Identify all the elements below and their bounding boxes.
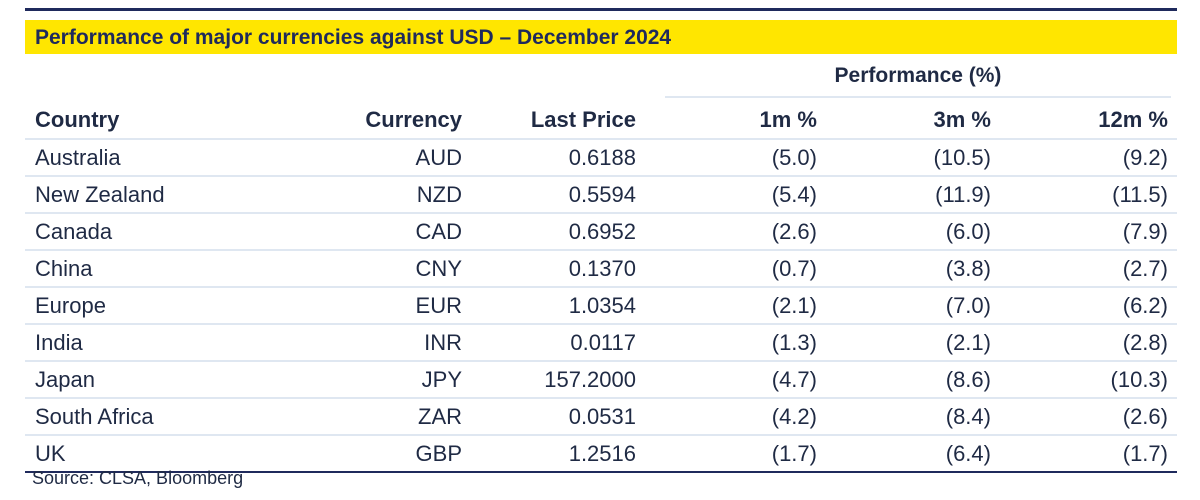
cell-country: South Africa bbox=[35, 404, 154, 429]
cell-m1: (4.7) bbox=[771, 367, 817, 392]
cell-m12: (2.8) bbox=[1122, 330, 1168, 355]
cell-m1: (2.6) bbox=[771, 219, 817, 244]
cell-m12: (11.5) bbox=[1112, 182, 1168, 207]
cell-last-price: 1.0354 bbox=[568, 293, 636, 318]
cell-currency: NZD bbox=[416, 182, 462, 207]
cell-m1: (1.7) bbox=[771, 441, 817, 466]
cell-country: New Zealand bbox=[35, 182, 165, 207]
cell-last-price: 0.0531 bbox=[568, 404, 636, 429]
performance-group-header: Performance (%) bbox=[665, 60, 1171, 98]
cell-last-price: 1.2516 bbox=[568, 441, 636, 466]
cell-last-price: 0.5594 bbox=[568, 182, 636, 207]
cell-last-price: 0.6188 bbox=[568, 145, 636, 170]
cell-last-price: 157.2000 bbox=[544, 367, 636, 392]
cell-m1: (1.3) bbox=[771, 330, 817, 355]
column-header-row: Country Currency Last Price 1m % 3m % 12… bbox=[25, 100, 1177, 140]
cell-m3: (7.0) bbox=[945, 293, 991, 318]
cell-currency: JPY bbox=[421, 367, 462, 392]
cell-m12: (10.3) bbox=[1110, 367, 1168, 392]
cell-country: Canada bbox=[35, 219, 113, 244]
table-row: Canada CAD 0.6952 (2.6) (6.0) (7.9) bbox=[25, 214, 1177, 251]
performance-group-label: Performance (%) bbox=[834, 64, 1002, 87]
currency-performance-table: Performance of major currencies against … bbox=[25, 8, 1177, 473]
title-bar: Performance of major currencies against … bbox=[25, 20, 1177, 54]
cell-currency: INR bbox=[424, 330, 462, 355]
cell-m12: (2.7) bbox=[1122, 256, 1168, 281]
cell-m1: (4.2) bbox=[771, 404, 817, 429]
cell-m3: (10.5) bbox=[933, 145, 991, 170]
source-note: Source: CLSA, Bloomberg bbox=[32, 468, 244, 488]
cell-country: Europe bbox=[35, 293, 106, 318]
cell-m1: (0.7) bbox=[771, 256, 817, 281]
cell-currency: GBP bbox=[415, 441, 462, 466]
table-row: China CNY 0.1370 (0.7) (3.8) (2.7) bbox=[25, 251, 1177, 288]
cell-m3: (8.6) bbox=[945, 367, 991, 392]
table-row: Australia AUD 0.6188 (5.0) (10.5) (9.2) bbox=[25, 140, 1177, 177]
cell-m3: (11.9) bbox=[935, 182, 991, 207]
table-title: Performance of major currencies against … bbox=[35, 26, 672, 49]
cell-currency: CAD bbox=[415, 219, 462, 244]
table-row: Europe EUR 1.0354 (2.1) (7.0) (6.2) bbox=[25, 288, 1177, 325]
cell-m1: (5.0) bbox=[771, 145, 817, 170]
cell-m3: (6.4) bbox=[945, 441, 991, 466]
cell-m3: (6.0) bbox=[945, 219, 991, 244]
column-header-1m: 1m % bbox=[759, 107, 817, 132]
column-header-currency: Currency bbox=[365, 107, 462, 132]
cell-m12: (1.7) bbox=[1122, 441, 1168, 466]
cell-country: China bbox=[35, 256, 93, 281]
table-row: UK GBP 1.2516 (1.7) (6.4) (1.7) bbox=[25, 436, 1177, 473]
table-body: Australia AUD 0.6188 (5.0) (10.5) (9.2) New Ze… bbox=[25, 140, 1177, 473]
cell-country: Australia bbox=[35, 145, 121, 170]
table-row: Japan JPY 157.2000 (4.7) (8.6) (10.3) bbox=[25, 362, 1177, 399]
table-row: India INR 0.0117 (1.3) (2.1) (2.8) bbox=[25, 325, 1177, 362]
cell-currency: EUR bbox=[415, 293, 462, 318]
column-header-last-price: Last Price bbox=[530, 107, 636, 132]
cell-m12: (7.9) bbox=[1122, 219, 1168, 244]
cell-last-price: 0.6952 bbox=[568, 219, 636, 244]
cell-currency: ZAR bbox=[418, 404, 462, 429]
cell-m1: (5.4) bbox=[771, 182, 817, 207]
top-rule bbox=[25, 8, 1177, 11]
table-row: New Zealand NZD 0.5594 (5.4) (11.9) (11.5) bbox=[25, 177, 1177, 214]
cell-m12: (9.2) bbox=[1122, 145, 1168, 170]
cell-last-price: 0.1370 bbox=[568, 256, 636, 281]
cell-last-price: 0.0117 bbox=[570, 330, 636, 355]
column-header-3m: 3m % bbox=[933, 107, 991, 132]
cell-m1: (2.1) bbox=[771, 293, 817, 318]
cell-country: Japan bbox=[35, 367, 95, 392]
cell-m12: (2.6) bbox=[1122, 404, 1168, 429]
cell-m12: (6.2) bbox=[1122, 293, 1168, 318]
cell-m3: (3.8) bbox=[945, 256, 991, 281]
table-row: South Africa ZAR 0.0531 (4.2) (8.4) (2.6) bbox=[25, 399, 1177, 436]
cell-currency: CNY bbox=[415, 256, 462, 281]
column-header-12m: 12m % bbox=[1098, 107, 1168, 132]
cell-m3: (2.1) bbox=[945, 330, 991, 355]
cell-country: UK bbox=[35, 441, 66, 466]
cell-currency: AUD bbox=[415, 145, 462, 170]
cell-country: India bbox=[35, 330, 83, 355]
cell-m3: (8.4) bbox=[945, 404, 991, 429]
column-header-country: Country bbox=[35, 107, 120, 132]
